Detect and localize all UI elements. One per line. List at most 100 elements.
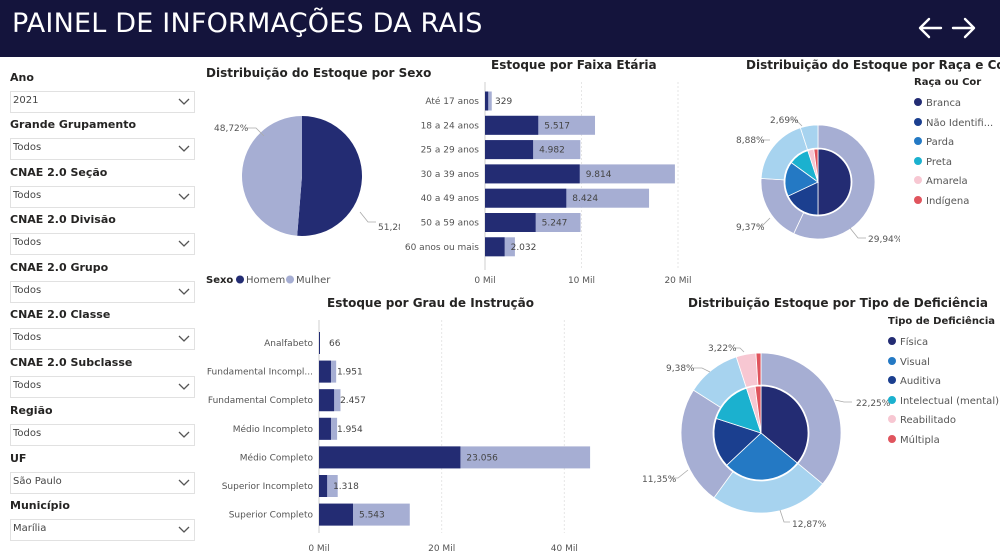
bar-homem[interactable] bbox=[319, 446, 461, 469]
filter-label: Região bbox=[10, 404, 53, 417]
data-label-homem: 51,28% bbox=[378, 223, 400, 233]
filter-dropdown[interactable]: Marília bbox=[10, 519, 195, 541]
legend-dot bbox=[914, 195, 922, 204]
bar-homem[interactable] bbox=[485, 213, 536, 232]
category-label: Superior Completo bbox=[229, 511, 314, 521]
filter-label: CNAE 2.0 Classe bbox=[10, 308, 111, 321]
filter-dropdown[interactable]: Todos bbox=[10, 233, 195, 255]
filter-6: CNAE 2.0 Subclasse Todos bbox=[10, 355, 195, 398]
chart-deficiencia: 22,25% 12,87% 11,35% 9,38% 3,22% bbox=[642, 344, 891, 530]
leader-line bbox=[790, 119, 803, 127]
chart-title-deficiencia: Distribuição Estoque por Tipo de Deficiê… bbox=[688, 296, 989, 310]
chevron-down-icon bbox=[178, 526, 190, 533]
bar-homem[interactable] bbox=[319, 417, 331, 440]
filter-dropdown[interactable]: Todos bbox=[10, 281, 195, 303]
legend-label-homem: Homem bbox=[246, 275, 285, 286]
arrow-right-icon bbox=[951, 17, 976, 39]
category-label: Médio Completo bbox=[240, 452, 314, 463]
data-label: 29,94% bbox=[868, 235, 900, 245]
filter-dropdown[interactable]: São Paulo bbox=[10, 472, 195, 494]
bar-homem[interactable] bbox=[485, 115, 539, 135]
filter-dropdown[interactable]: Todos bbox=[10, 186, 195, 208]
legend-dot bbox=[888, 434, 896, 443]
filter-dropdown[interactable]: Todos bbox=[10, 328, 195, 350]
legend-item[interactable]: Reabilitado bbox=[888, 411, 999, 431]
bar-homem[interactable] bbox=[319, 503, 353, 526]
legend-dot-mulher bbox=[286, 275, 294, 284]
filter-dropdown[interactable]: Todos bbox=[10, 138, 195, 160]
legend-item[interactable]: Visual bbox=[888, 353, 999, 373]
x-tick-label: 20 Mil bbox=[428, 544, 455, 554]
data-label: 8.424 bbox=[572, 194, 598, 204]
legend-item[interactable]: Múltipla bbox=[888, 431, 999, 451]
chevron-down-icon bbox=[178, 335, 190, 342]
inner-slice-5 bbox=[813, 148, 819, 183]
inner-slice-5 bbox=[754, 385, 762, 434]
legend-item[interactable]: Amarela bbox=[914, 172, 993, 192]
chart-grau-instrucao: 0 Mil 20 Mil 40 Mil Analfabeto 66 Fundamental… bbox=[207, 320, 591, 554]
data-label: 4.982 bbox=[539, 146, 565, 156]
inner-slice-0 bbox=[760, 385, 809, 464]
filter-1: Grande Grupamento Todos bbox=[10, 117, 195, 160]
filter-value: 2021 bbox=[13, 95, 39, 106]
legend-item[interactable]: Física bbox=[888, 333, 999, 353]
chart-faixa-etaria: 0 Mil 10 Mil 20 Mil Até 17 anos 329 18 a 24 a… bbox=[405, 82, 692, 286]
filter-label: CNAE 2.0 Divisão bbox=[10, 213, 116, 226]
filter-dropdown[interactable]: Todos bbox=[10, 376, 195, 398]
legend-item[interactable]: Indígena bbox=[914, 192, 993, 212]
data-label: 8,88% bbox=[736, 136, 765, 146]
filter-5: CNAE 2.0 Classe Todos bbox=[10, 307, 195, 350]
legend-label: Reabilitado bbox=[900, 415, 956, 426]
category-label: Superior Incompleto bbox=[222, 482, 314, 492]
legend-item[interactable]: Não Identifi... bbox=[914, 114, 993, 134]
back-button[interactable] bbox=[916, 14, 946, 42]
filter-dropdown[interactable]: 2021 bbox=[10, 91, 195, 113]
x-tick-label: 10 Mil bbox=[568, 276, 595, 286]
bar-homem[interactable] bbox=[485, 237, 505, 257]
legend-item[interactable]: Branca bbox=[914, 94, 993, 114]
bar-homem[interactable] bbox=[485, 140, 534, 160]
bar-homem[interactable] bbox=[485, 188, 567, 208]
legend-item[interactable]: Auditiva bbox=[888, 372, 999, 392]
data-label-mulher: 48,72% bbox=[214, 124, 249, 134]
legend-label: Indígena bbox=[926, 195, 970, 207]
category-label: 18 a 24 anos bbox=[421, 121, 480, 131]
bar-homem[interactable] bbox=[485, 164, 580, 184]
legend-dot bbox=[888, 376, 896, 384]
filter-label: Ano bbox=[10, 71, 34, 84]
legend-item[interactable]: Preta bbox=[914, 153, 993, 173]
chevron-down-icon bbox=[178, 479, 190, 486]
filter-0: Ano 2021 bbox=[10, 70, 195, 113]
data-label: 9.814 bbox=[586, 170, 612, 180]
forward-button[interactable] bbox=[948, 14, 978, 42]
pie-slice-homem[interactable] bbox=[297, 116, 362, 236]
filter-8: UF São Paulo bbox=[10, 451, 195, 494]
legend-title: Tipo de Deficiência bbox=[888, 316, 996, 327]
legend-title: Raça ou Cor bbox=[914, 77, 982, 88]
filter-label: UF bbox=[10, 452, 27, 465]
legend-item[interactable]: Parda bbox=[914, 133, 993, 153]
bar-homem[interactable] bbox=[319, 332, 320, 354]
chart-title-faixa-etaria: Estoque por Faixa Etária bbox=[491, 58, 657, 72]
filter-value: Todos bbox=[13, 332, 42, 343]
data-label: 12,87% bbox=[792, 520, 827, 530]
chevron-down-icon bbox=[178, 288, 190, 295]
bar-homem[interactable] bbox=[319, 389, 335, 412]
legend-item[interactable]: Intelectual (mental) bbox=[888, 392, 999, 412]
bar-homem[interactable] bbox=[319, 360, 331, 383]
filter-value: Todos bbox=[13, 428, 42, 439]
category-label: Analfabeto bbox=[264, 339, 313, 349]
legend-deficiencia: Tipo de Deficiência Física Visual Auditiva I… bbox=[888, 316, 999, 450]
bar-homem[interactable] bbox=[319, 475, 328, 497]
chevron-down-icon bbox=[178, 383, 190, 390]
data-label: 23.056 bbox=[466, 453, 498, 463]
chevron-down-icon bbox=[178, 145, 190, 152]
data-label: 1.954 bbox=[337, 425, 363, 435]
data-label: 5.517 bbox=[544, 121, 570, 131]
bar-total[interactable] bbox=[485, 91, 492, 111]
bar-homem[interactable] bbox=[485, 91, 489, 111]
arrow-left-icon bbox=[918, 17, 943, 39]
filter-dropdown[interactable]: Todos bbox=[10, 424, 195, 446]
pie-slice-mulher[interactable] bbox=[241, 116, 302, 236]
category-label: Fundamental Incompl... bbox=[207, 368, 313, 378]
